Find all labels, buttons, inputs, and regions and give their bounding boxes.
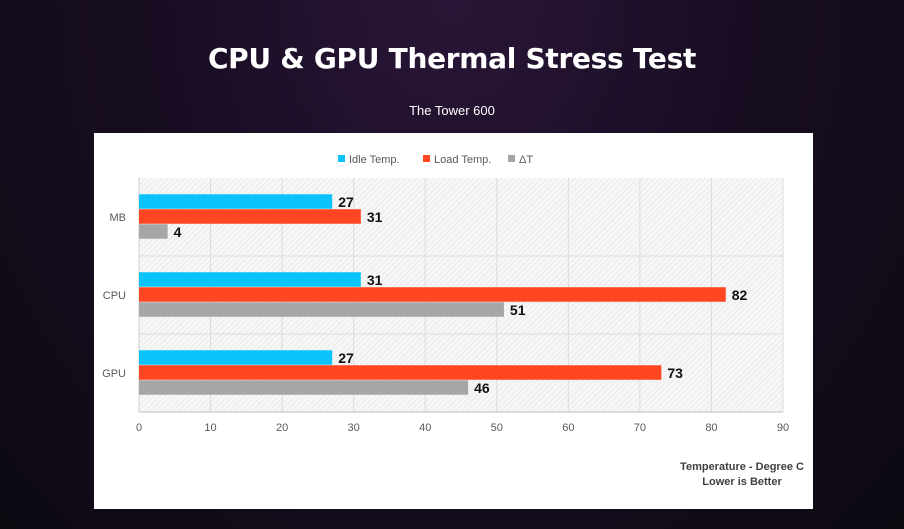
page-title: CPU & GPU Thermal Stress Test — [207, 42, 697, 75]
bar-idletemp — [139, 350, 333, 365]
legend-swatch — [508, 155, 515, 162]
x-tick-label: 10 — [204, 422, 216, 434]
data-label: 27 — [338, 194, 354, 210]
page-subtitle: The Tower 600 — [409, 103, 495, 118]
legend-label: ΔT — [519, 154, 533, 166]
x-tick-label: 0 — [136, 422, 142, 434]
bar-t — [139, 380, 469, 395]
x-tick-label: 40 — [419, 422, 431, 434]
bar-chart: 0 10 20 30 40 50 60 70 80 90 MB 27 31 4 CPU 31 82 51 GPU 27… — [102, 154, 804, 488]
x-tick-label: 90 — [777, 422, 789, 434]
x-axis-title: Temperature - Degree C — [680, 461, 804, 473]
bar-loadtemp — [139, 287, 726, 302]
data-label: 4 — [174, 224, 182, 240]
data-label: 46 — [474, 380, 490, 396]
y-tick-label: CPU — [103, 290, 126, 302]
x-tick-label: 80 — [705, 422, 717, 434]
data-label: 73 — [667, 365, 683, 381]
x-tick-label: 70 — [634, 422, 646, 434]
data-label: 31 — [367, 209, 383, 225]
x-tick-label: 50 — [491, 422, 503, 434]
chart-note: Lower is Better — [702, 476, 782, 488]
legend-label: Idle Temp. — [349, 154, 400, 166]
x-tick-label: 30 — [348, 422, 360, 434]
data-label: 27 — [338, 350, 354, 366]
x-tick-label: 20 — [276, 422, 288, 434]
x-tick-label: 60 — [562, 422, 574, 434]
bar-t — [139, 224, 168, 239]
bar-loadtemp — [139, 209, 361, 224]
bar-idletemp — [139, 272, 361, 287]
y-tick-label: MB — [110, 212, 127, 224]
legend-swatch — [338, 155, 345, 162]
bar-t — [139, 302, 504, 317]
bar-idletemp — [139, 194, 333, 209]
data-label: 51 — [510, 302, 526, 318]
legend-label: Load Temp. — [434, 154, 491, 166]
data-label: 82 — [732, 287, 748, 303]
data-label: 31 — [367, 272, 383, 288]
chart-panel: 0 10 20 30 40 50 60 70 80 90 MB 27 31 4 CPU 31 82 51 GPU 27… — [94, 133, 813, 509]
legend-swatch — [423, 155, 430, 162]
y-tick-label: GPU — [102, 368, 126, 380]
bar-loadtemp — [139, 365, 662, 380]
